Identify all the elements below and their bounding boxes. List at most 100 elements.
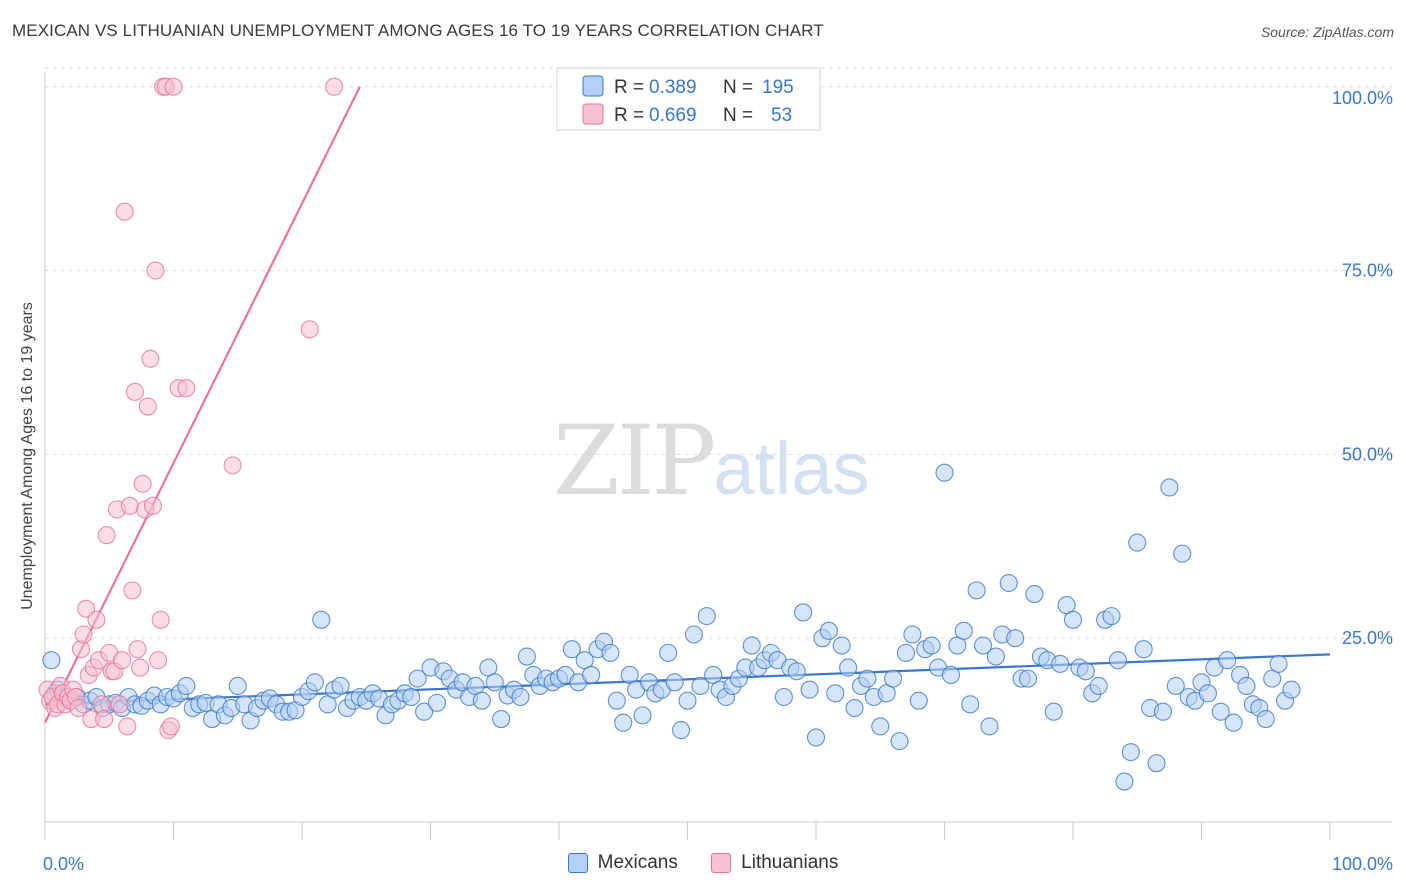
mexicans-point-125 — [839, 658, 858, 677]
tick-labels: 25.0% 50.0% 75.0% 100.0% 0.0% 100.0% — [43, 88, 1393, 874]
mexicans-point-151 — [1006, 629, 1025, 648]
lithuanians-point-14 — [74, 625, 93, 644]
lithuanians-point-54 — [325, 77, 344, 96]
mexicans-point-145 — [967, 581, 986, 600]
source-credit: Source: ZipAtlas.com — [1260, 24, 1394, 40]
mexicans-point-93 — [633, 706, 652, 725]
lithuanians-point-12 — [69, 698, 88, 718]
lithuanians-point-48 — [161, 717, 180, 736]
bottom-legend-swatch-mexicans — [567, 853, 588, 873]
mexicans-point-100 — [678, 691, 697, 710]
lithuanians-point-31 — [118, 717, 137, 736]
lithuanians-point-53 — [300, 320, 319, 339]
mexicans-point-123 — [826, 684, 845, 703]
mexicans-point-71 — [492, 710, 511, 729]
mexicans-point-88 — [601, 643, 620, 662]
mexicans-point-132 — [884, 669, 903, 688]
lithuanians-point-42 — [146, 261, 165, 280]
mexicans-point-98 — [665, 673, 684, 692]
mexicans-point-176 — [1166, 676, 1185, 696]
lithuanians-point-36 — [131, 658, 150, 677]
mexicans-point-169 — [1121, 743, 1140, 762]
mexicans-point-126 — [845, 698, 864, 718]
mexicans-point-89 — [607, 691, 626, 710]
mexicans-point-102 — [691, 676, 710, 696]
mexicans-point-85 — [582, 665, 601, 684]
bottom-legend-label-lithuanians: Lithuanians — [741, 852, 839, 873]
mexicans-point-190 — [1256, 710, 1275, 729]
mexicans-point-99 — [672, 721, 691, 740]
mexicans-point-59 — [415, 702, 434, 721]
mexicans-point-74 — [511, 687, 530, 707]
lithuanians-point-44 — [151, 610, 170, 629]
mexicans-point-154 — [1025, 585, 1044, 604]
mexicans-point-162 — [1076, 662, 1095, 681]
legend-n-label-2: N = — [723, 105, 753, 126]
chart-title: MEXICAN VS LITHUANIAN UNEMPLOYMENT AMONG… — [12, 21, 824, 40]
trend-lines — [44, 86, 1331, 724]
lithuanians-point-30 — [115, 202, 134, 221]
mexicans-point-164 — [1089, 676, 1108, 696]
mexicans-point-144 — [961, 695, 980, 714]
mexicans-point-166 — [1102, 607, 1121, 626]
x-tick-label-min: 0.0% — [43, 854, 84, 874]
watermark: ZIPatlas — [553, 405, 870, 517]
mexicans-point-134 — [896, 643, 916, 662]
mexicans-point-120 — [806, 728, 826, 747]
mexicans-point-90 — [614, 713, 633, 732]
mexicans-point-43 — [312, 610, 331, 629]
mexicans-point-58 — [408, 669, 427, 688]
mexicans-point-183 — [1211, 702, 1230, 721]
mexicans-point-97 — [659, 643, 678, 662]
lithuanians-point-21 — [92, 695, 111, 714]
mexicans-point-177 — [1173, 544, 1192, 563]
mexicans-point-0 — [42, 651, 61, 670]
mexicans-point-147 — [980, 717, 999, 736]
lithuanians-point-39 — [138, 397, 157, 416]
mexicans-point-136 — [909, 691, 928, 710]
mexicans-point-103 — [697, 607, 716, 626]
lithuanians-point-35 — [128, 640, 147, 659]
bottom-legend-label-mexicans: Mexicans — [597, 852, 678, 873]
mexicans-point-143 — [954, 621, 973, 640]
mexicans-point-141 — [941, 665, 960, 684]
lithuanians-point-51 — [177, 379, 196, 398]
mexicans-point-119 — [800, 680, 819, 699]
mexicans-point-42 — [305, 673, 324, 692]
legend-r-value-1: 0.389 — [649, 77, 697, 98]
mexicans-point-153 — [1018, 669, 1038, 688]
mexicans-point-158 — [1051, 654, 1070, 673]
lithuanians-point-37 — [133, 474, 152, 493]
mexicans-point-115 — [774, 687, 793, 707]
mexicans-point-160 — [1063, 610, 1083, 629]
lithuanians-point-22 — [95, 710, 114, 729]
bottom-legend-mexicans: Mexicans — [567, 852, 678, 874]
lithuanians-point-43 — [149, 651, 168, 670]
watermark-atlas: atlas — [713, 427, 870, 510]
legend-swatch-lithuanians — [582, 103, 604, 125]
mexicans-point-146 — [973, 636, 993, 655]
mexicans-point-130 — [871, 717, 890, 736]
lithuanians-point-49 — [164, 77, 183, 96]
mexicans-point-185 — [1224, 713, 1243, 732]
mexicans-point-118 — [794, 603, 813, 622]
legend-n-value-2: 53 — [771, 105, 792, 126]
mexicans-point-168 — [1115, 772, 1134, 791]
legend-r-value-2: 0.669 — [649, 105, 697, 126]
bottom-legend-lithuanians: Lithuanians — [711, 852, 838, 874]
mexicans-point-82 — [562, 640, 581, 659]
mexicans-point-157 — [1044, 702, 1063, 721]
lithuanians-point-41 — [143, 496, 162, 515]
mexicans-point-140 — [935, 463, 954, 482]
lithuanians-point-32 — [120, 496, 139, 515]
bottom-legend-swatch-lithuanians — [711, 853, 732, 873]
y-tick-label-100: 100.0% — [1332, 88, 1393, 108]
mexicans-point-170 — [1128, 533, 1147, 552]
mexicans-point-187 — [1237, 676, 1256, 696]
y-tick-label-25: 25.0% — [1342, 628, 1393, 648]
lithuanians-point-34 — [125, 382, 144, 401]
legend-n-value-1: 195 — [762, 77, 794, 98]
mexicans-point-128 — [858, 669, 877, 688]
mexicans-points — [42, 463, 1301, 791]
